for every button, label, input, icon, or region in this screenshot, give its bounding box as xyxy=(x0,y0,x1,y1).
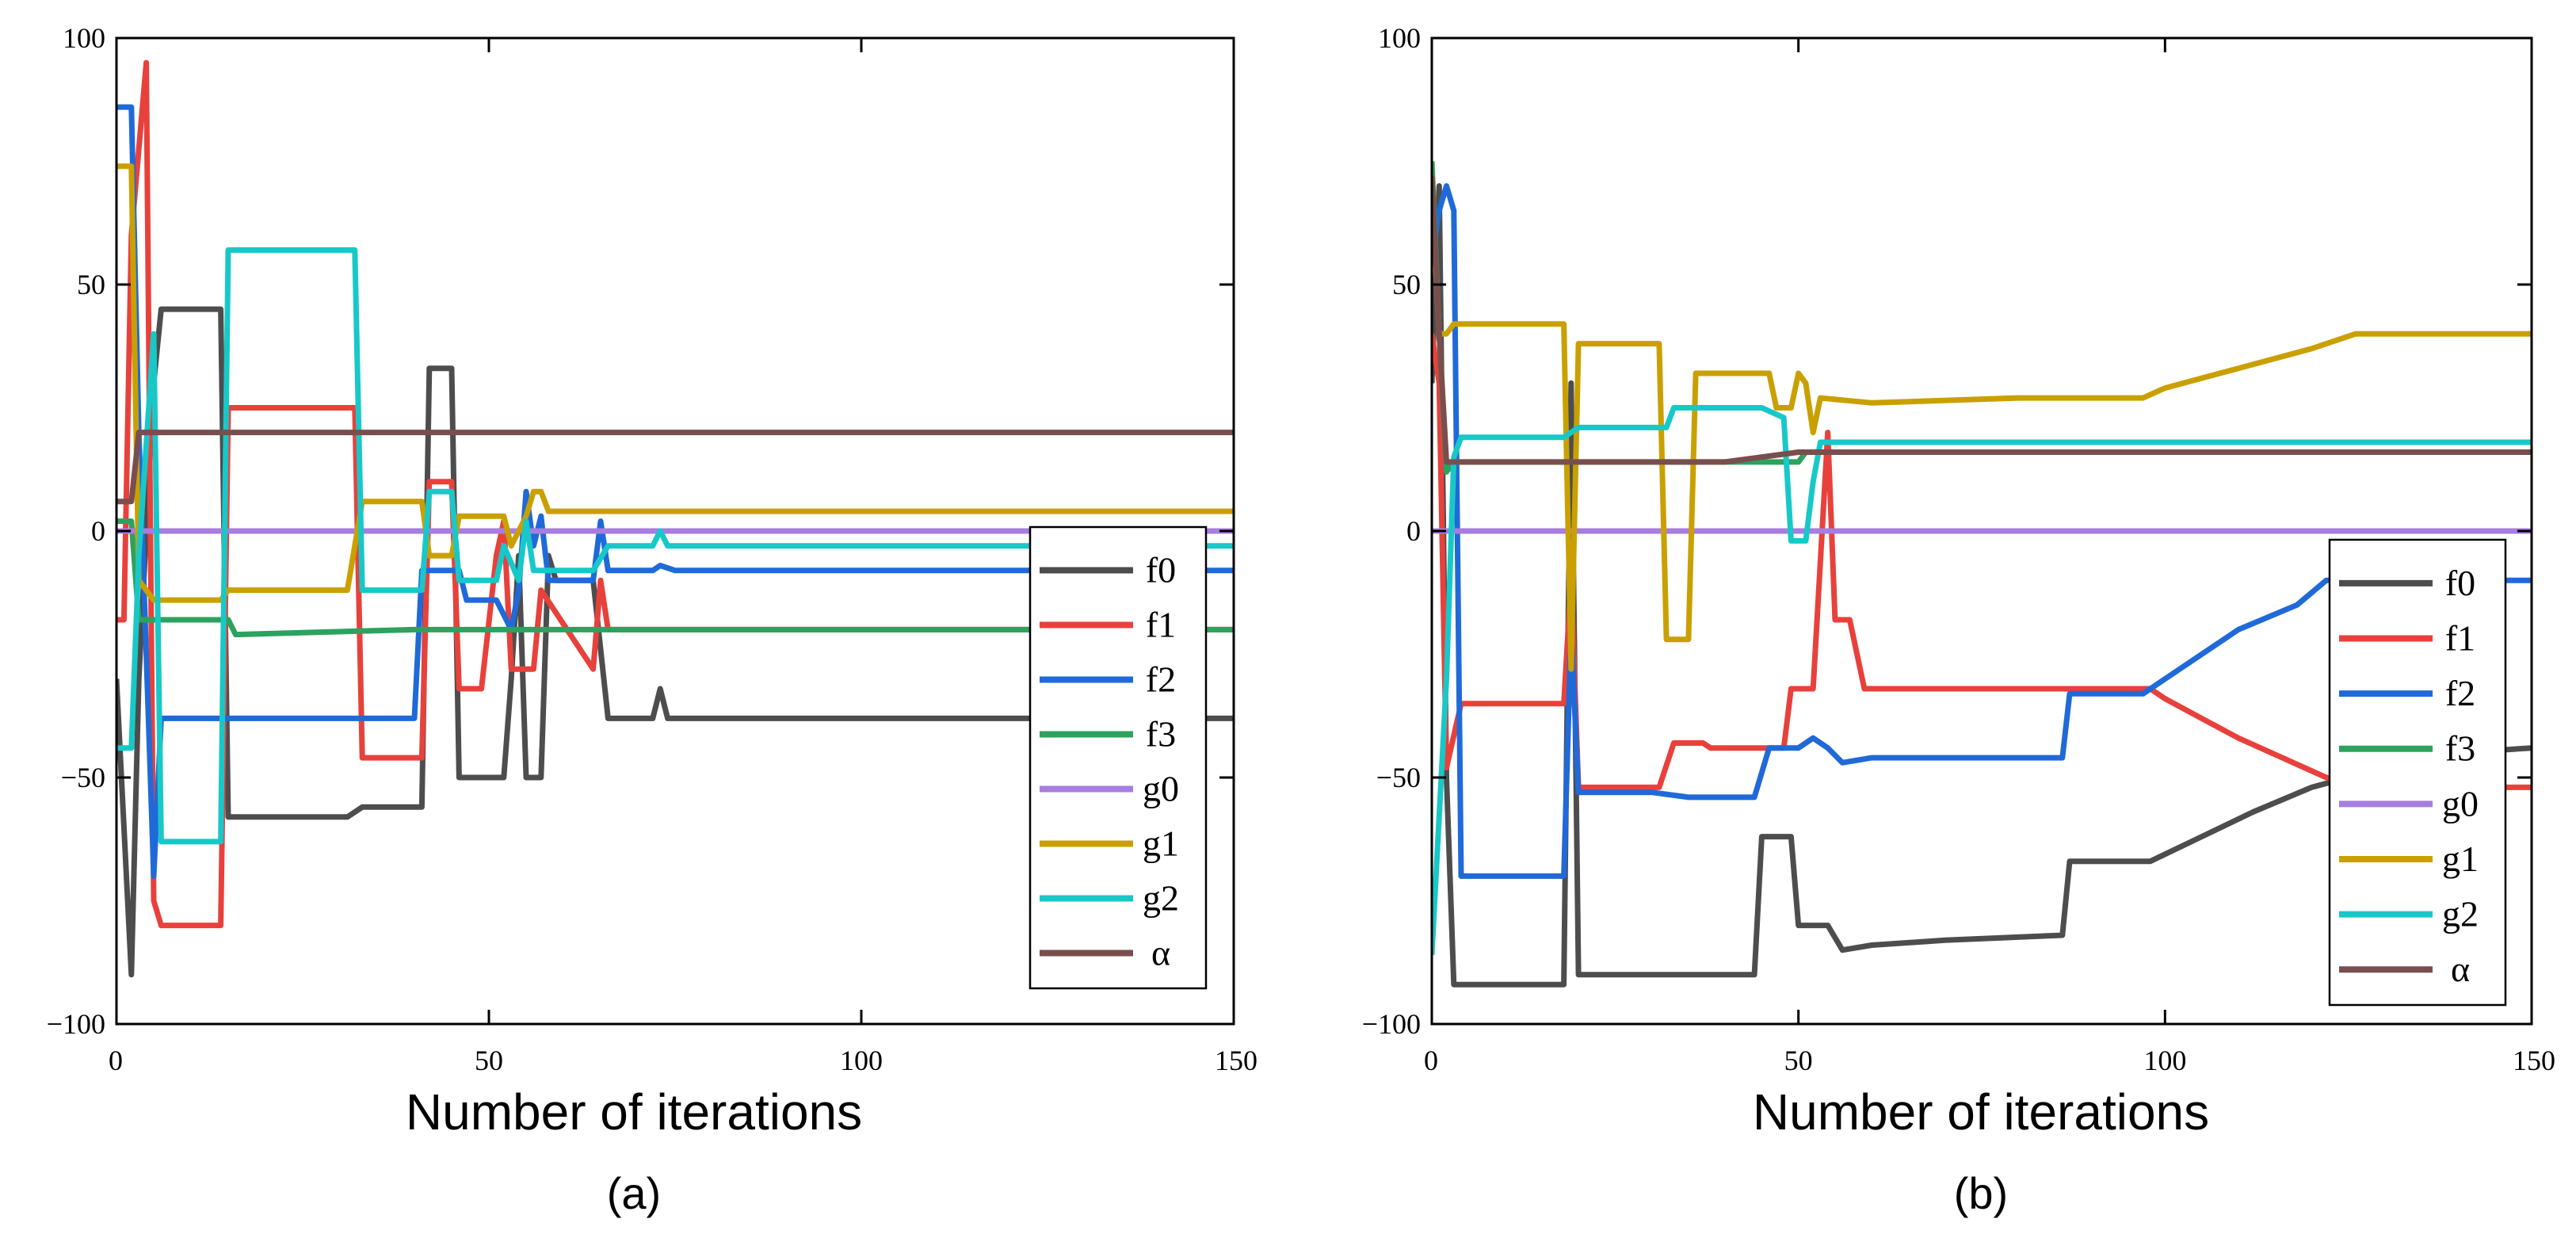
x-axis-label: Number of iterations xyxy=(1753,1083,2209,1141)
x-tick-label: 100 xyxy=(2143,1045,2186,1076)
x-tick-label: 150 xyxy=(1215,1045,1257,1076)
legend-label-g0: g0 xyxy=(1143,769,1179,809)
series-line-g1 xyxy=(1432,185,2532,672)
legend-label-f2: f2 xyxy=(2445,673,2475,713)
series-line-α xyxy=(1432,176,2532,465)
y-tick-label: 100 xyxy=(1378,22,1421,54)
x-axis-label: Number of iterations xyxy=(406,1083,862,1141)
panel-label: (a) xyxy=(607,1168,661,1218)
legend-label-f2: f2 xyxy=(1146,659,1176,700)
y-tick-label: 50 xyxy=(1392,269,1421,300)
legend: f0 f1 f2 f3 g0 g1 g2 α xyxy=(2328,538,2507,1007)
x-tick-label: 0 xyxy=(1424,1045,1438,1076)
series-line-f0 xyxy=(116,306,1234,978)
legend-label-f3: f3 xyxy=(2445,728,2475,769)
x-tick-label: 100 xyxy=(840,1045,883,1076)
series-line-f1 xyxy=(116,59,1234,929)
x-tick-label: 50 xyxy=(475,1045,503,1076)
y-tick-label: 50 xyxy=(77,269,105,300)
series-line-α xyxy=(116,430,1234,505)
legend-label-f1: f1 xyxy=(2445,617,2475,658)
legend-box xyxy=(1028,525,1208,990)
legend-label-α: α xyxy=(2451,949,2470,989)
x-tick-label: 150 xyxy=(2513,1045,2555,1076)
series-line-f1 xyxy=(1432,333,2532,790)
series-line-f3 xyxy=(116,518,1234,638)
series-line-g1 xyxy=(116,163,1234,603)
x-tick-label: 50 xyxy=(1784,1045,1813,1076)
y-tick-label: −50 xyxy=(61,762,105,793)
x-tick-label: 0 xyxy=(109,1045,123,1076)
legend-label-f0: f0 xyxy=(1146,550,1176,590)
series-line-g2 xyxy=(1432,405,2532,956)
legend-box xyxy=(2328,538,2507,1007)
legend-label-g1: g1 xyxy=(2442,839,2479,879)
y-tick-label: −50 xyxy=(1376,762,1421,793)
legend-label-f1: f1 xyxy=(1146,605,1176,645)
y-tick-label: −100 xyxy=(47,1008,105,1040)
series-line-f2 xyxy=(1432,183,2532,879)
legend-label-g2: g2 xyxy=(2442,894,2479,934)
legend-label-g2: g2 xyxy=(1143,878,1179,919)
series-line-f0 xyxy=(1432,183,2532,988)
legend-label-f0: f0 xyxy=(2445,563,2475,603)
legend-label-α: α xyxy=(1151,933,1170,973)
y-tick-label: 0 xyxy=(91,515,105,547)
series-line-g2 xyxy=(116,247,1234,845)
series-group xyxy=(1432,161,2532,988)
y-tick-label: 100 xyxy=(63,22,105,54)
legend-label-g0: g0 xyxy=(2442,783,2479,823)
panel-label: (b) xyxy=(1954,1168,2008,1218)
legend-label-g1: g1 xyxy=(1143,823,1179,864)
y-tick-label: 0 xyxy=(1406,515,1421,547)
series-group xyxy=(116,59,1234,978)
legend-label-f3: f3 xyxy=(1146,714,1176,755)
y-tick-label: −100 xyxy=(1362,1008,1421,1040)
legend: f0 f1 f2 f3 g0 g1 g2 α xyxy=(1028,525,1208,990)
